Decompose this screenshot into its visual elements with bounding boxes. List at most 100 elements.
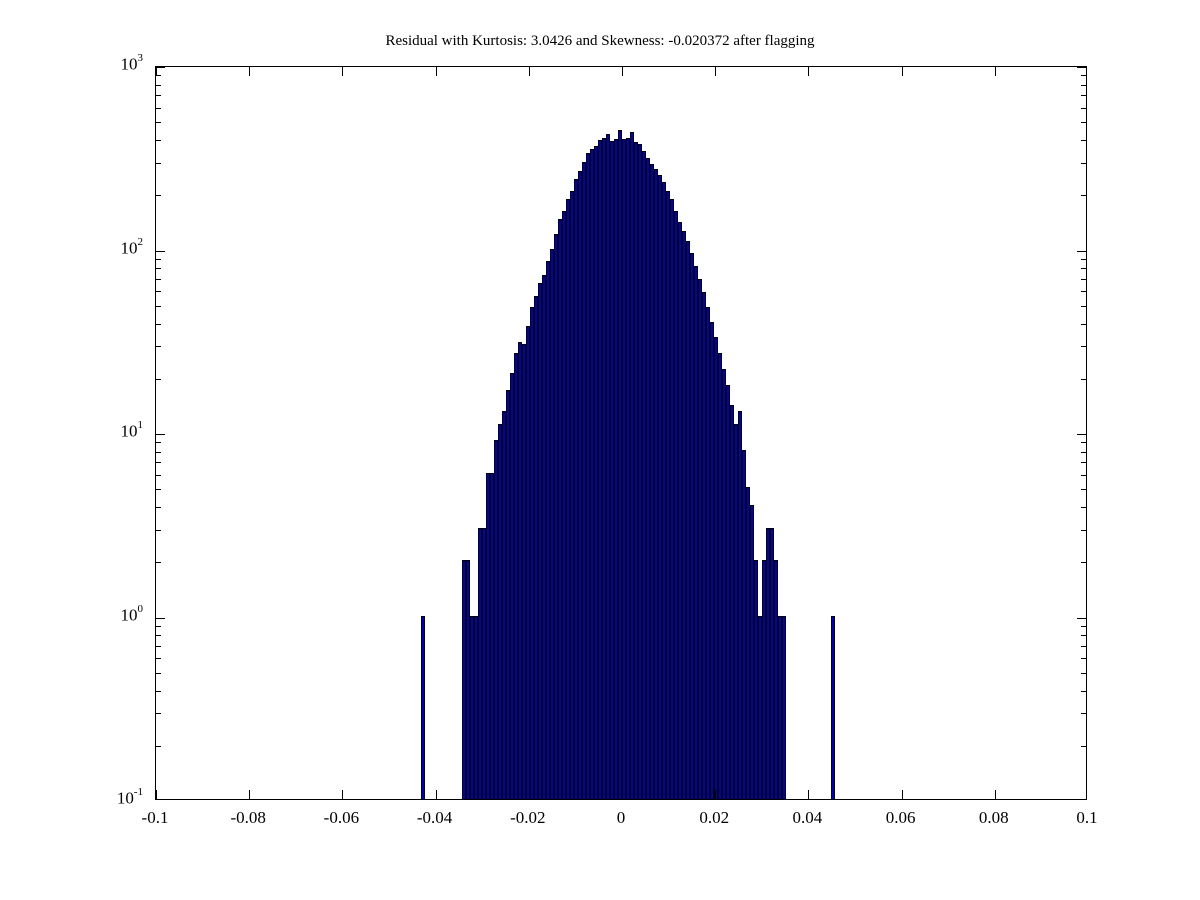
histogram-bar bbox=[782, 615, 787, 799]
y-axis-tick bbox=[1081, 346, 1086, 348]
histogram-bar bbox=[625, 138, 630, 799]
y-axis-tick bbox=[1081, 107, 1086, 109]
histogram-bar bbox=[497, 424, 502, 799]
y-axis-tick bbox=[156, 346, 161, 348]
plot-area bbox=[155, 66, 1087, 800]
histogram-bar bbox=[589, 148, 594, 799]
histogram-bar bbox=[601, 138, 606, 799]
y-axis-tick bbox=[156, 107, 161, 109]
histogram-bar bbox=[673, 211, 678, 799]
histogram-bar bbox=[485, 472, 490, 799]
histogram-bar bbox=[561, 211, 566, 799]
x-axis-tick bbox=[528, 790, 530, 799]
histogram-bar bbox=[609, 141, 614, 799]
y-axis-tick bbox=[156, 713, 161, 715]
y-tick-label: 102 bbox=[121, 236, 144, 259]
y-axis-tick bbox=[156, 305, 161, 307]
y-axis-tick bbox=[1081, 140, 1086, 142]
x-axis-tick bbox=[342, 67, 344, 76]
histogram-bar bbox=[742, 449, 747, 799]
histogram-bar bbox=[541, 274, 546, 799]
y-axis-tick bbox=[1077, 250, 1086, 252]
histogram-bar bbox=[581, 162, 586, 799]
histogram-bar bbox=[613, 139, 618, 799]
histogram-bar bbox=[669, 199, 674, 799]
histogram-bar bbox=[762, 560, 767, 799]
y-axis-tick bbox=[156, 75, 161, 77]
y-axis-tick bbox=[1077, 617, 1086, 619]
y-axis-tick bbox=[156, 250, 165, 252]
y-axis-tick bbox=[1081, 162, 1086, 164]
histogram-bar bbox=[585, 153, 590, 799]
y-axis-tick bbox=[156, 451, 161, 453]
y-axis-tick bbox=[1081, 713, 1086, 715]
x-axis-tick bbox=[808, 67, 810, 76]
x-axis-tick bbox=[622, 790, 623, 799]
y-axis-tick bbox=[1081, 451, 1086, 453]
y-axis-tick bbox=[1081, 645, 1086, 647]
y-axis-tick bbox=[156, 645, 161, 647]
histogram-bar bbox=[710, 321, 715, 799]
histogram-bar bbox=[573, 178, 578, 799]
histogram-bar bbox=[657, 175, 662, 799]
y-tick-exponent: 3 bbox=[137, 52, 144, 64]
y-axis-tick bbox=[156, 378, 161, 380]
y-axis-tick bbox=[156, 625, 161, 627]
histogram-bar bbox=[469, 615, 474, 799]
histogram-bar bbox=[501, 411, 506, 799]
histogram-bar bbox=[754, 560, 759, 799]
y-axis-tick bbox=[156, 291, 161, 293]
histogram-bar bbox=[714, 336, 719, 799]
y-axis-tick bbox=[1081, 507, 1086, 509]
histogram-bar bbox=[533, 296, 538, 799]
x-axis-tick bbox=[156, 790, 157, 799]
y-axis-tick bbox=[156, 162, 161, 164]
x-axis-tick bbox=[901, 67, 903, 76]
y-axis-tick bbox=[1081, 258, 1086, 260]
histogram-bar bbox=[653, 169, 658, 799]
histogram-bar bbox=[685, 240, 690, 799]
y-axis-tick bbox=[156, 442, 161, 444]
y-tick-label: 101 bbox=[121, 419, 144, 442]
x-tick-label: -0.04 bbox=[416, 808, 453, 827]
x-tick-label: 0 bbox=[616, 808, 626, 827]
histogram-bar bbox=[637, 144, 642, 799]
y-tick-label: 10-1 bbox=[117, 786, 143, 809]
y-axis-tick bbox=[1081, 305, 1086, 307]
y-axis-tick bbox=[156, 635, 161, 637]
histogram-bar bbox=[734, 424, 739, 799]
histogram-bar bbox=[730, 405, 735, 799]
y-axis-tick bbox=[1081, 489, 1086, 491]
y-axis-tick bbox=[1081, 195, 1086, 197]
y-axis-tick bbox=[1081, 323, 1086, 325]
x-axis-tick bbox=[715, 67, 717, 76]
y-axis-tick bbox=[156, 690, 161, 692]
histogram-bar bbox=[677, 221, 682, 799]
x-tick-label: 0.04 bbox=[792, 808, 823, 827]
x-axis-tick bbox=[622, 67, 623, 76]
histogram-bar bbox=[521, 344, 526, 799]
y-axis-tick bbox=[156, 278, 161, 280]
histogram-bar bbox=[718, 352, 723, 799]
histogram-bar bbox=[697, 279, 702, 799]
histogram-bar bbox=[722, 369, 727, 799]
y-tick-label: 103 bbox=[121, 52, 144, 75]
x-axis-tick bbox=[342, 790, 344, 799]
histogram-bar bbox=[778, 615, 783, 799]
histogram-bar bbox=[726, 385, 731, 799]
x-axis-tick bbox=[901, 790, 903, 799]
histogram-bar bbox=[774, 560, 779, 799]
histogram-bar bbox=[505, 389, 510, 799]
x-tick-label: -0.06 bbox=[323, 808, 360, 827]
y-tick-exponent: 1 bbox=[137, 419, 144, 431]
x-tick-label: 0.02 bbox=[699, 808, 730, 827]
histogram-bar bbox=[489, 472, 494, 799]
y-axis-tick bbox=[156, 658, 161, 660]
histogram-bar bbox=[746, 487, 751, 799]
histogram-bar bbox=[493, 440, 498, 799]
histogram-bar bbox=[633, 142, 638, 799]
y-axis-tick bbox=[1077, 67, 1086, 68]
y-axis-tick bbox=[1081, 122, 1086, 124]
histogram-bar bbox=[517, 341, 522, 799]
